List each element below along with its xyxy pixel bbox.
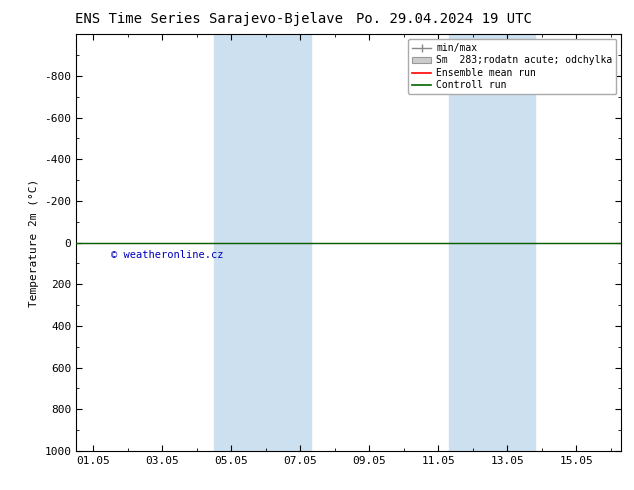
Text: Po. 29.04.2024 19 UTC: Po. 29.04.2024 19 UTC [356,12,532,26]
Y-axis label: Temperature 2m (°C): Temperature 2m (°C) [29,178,39,307]
Bar [214,34,311,451]
Text: © weatheronline.cz: © weatheronline.cz [110,250,223,260]
Legend: min/max, Sm  283;rodatn acute; odchylka, Ensemble mean run, Controll run: min/max, Sm 283;rodatn acute; odchylka, … [408,39,616,94]
Bar [449,34,535,451]
Text: ENS Time Series Sarajevo-Bjelave: ENS Time Series Sarajevo-Bjelave [75,12,343,26]
